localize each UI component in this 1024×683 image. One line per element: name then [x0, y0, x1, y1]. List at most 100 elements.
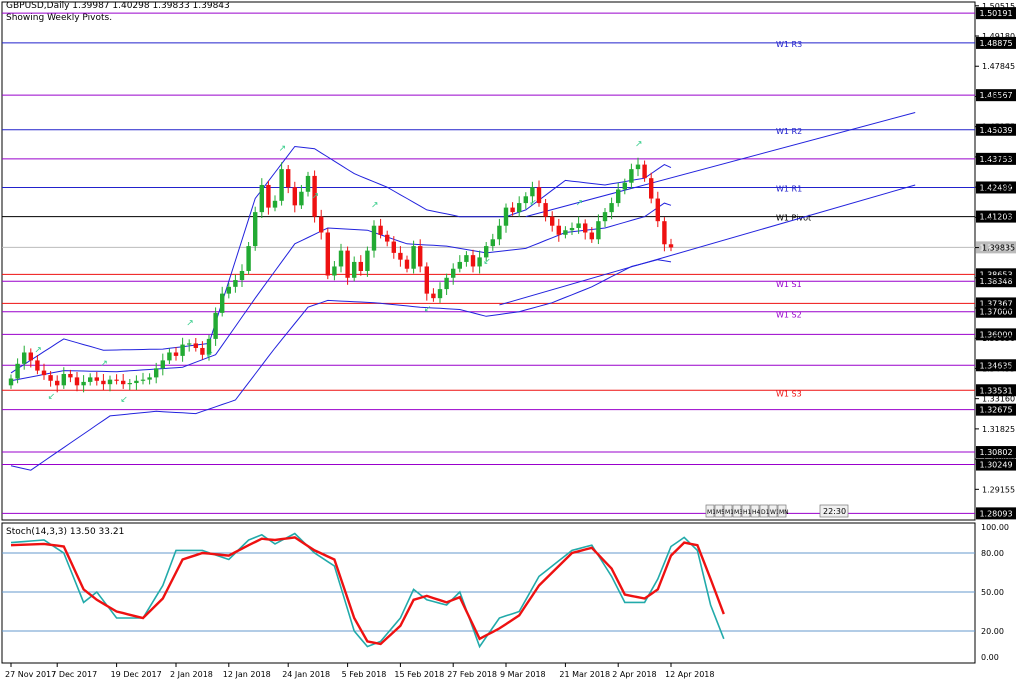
candle-body	[22, 352, 27, 364]
timeframe-button-label: M1	[707, 509, 716, 516]
candle-body	[147, 377, 152, 380]
candle-body	[583, 223, 588, 233]
candle-body	[121, 380, 126, 385]
timeframe-button	[759, 504, 769, 518]
price-label-text: 1.32675	[979, 406, 1012, 415]
candle-body	[543, 203, 548, 217]
price-tick-label: 1.31825	[982, 425, 1015, 434]
candle-body	[325, 232, 330, 276]
time-tick-label: 9 Mar 2018	[500, 670, 546, 679]
candle-body	[213, 312, 218, 339]
candle-body	[365, 250, 370, 271]
candle-body	[649, 178, 654, 199]
time-tick-label: 12 Apr 2018	[665, 670, 714, 679]
price-tick-label: 1.47845	[982, 62, 1015, 71]
fractal-arrow: ↗	[675, 0, 683, 3]
price-label-box	[976, 305, 1016, 318]
candle-body	[569, 227, 575, 231]
candle-body	[589, 232, 594, 240]
timeframe-button	[723, 504, 733, 518]
price-tick-label: 1.39835	[982, 244, 1015, 253]
fractal-arrow: ↗	[100, 359, 108, 369]
timeframe-button	[750, 504, 760, 518]
time-tick-label: 15 Feb 2018	[394, 670, 444, 679]
candle-body	[61, 373, 66, 386]
candle-body	[272, 200, 278, 208]
fractal-arrow: ↙	[529, 198, 537, 208]
price-label-text: 1.46567	[979, 91, 1012, 100]
price-tick-label: 1.37165	[982, 304, 1015, 313]
timeframe-button-label: W1	[770, 509, 780, 516]
price-tick-label: 1.34495	[982, 364, 1015, 373]
time-tick-label: 2 Apr 2018	[612, 670, 656, 679]
price-label-text: 1.34635	[979, 361, 1012, 370]
candle-body	[510, 207, 515, 213]
fractal-markers: ↗ ↙ ↗ ↙ ↗ ↙ ↗ ↗ ↗ ↙ ↙ ↙ ↗ ↗ ↗	[34, 0, 682, 405]
price-label-box	[976, 36, 1016, 49]
candle-body	[292, 187, 297, 206]
stoch-tick-label: 20.00	[981, 627, 1004, 636]
time-tick-label: 12 Jan 2018	[223, 670, 271, 679]
price-label-box	[976, 507, 1016, 520]
timeframe-button	[768, 504, 778, 518]
timeframe-button-label: H4	[752, 509, 761, 516]
candle-body	[81, 381, 86, 386]
stoch-tick-label: 80.00	[981, 549, 1004, 558]
candle-body	[68, 373, 73, 378]
fractal-arrow: ↗	[312, 192, 320, 202]
candle-body	[668, 244, 674, 248]
timeframe-button-label: M5	[716, 509, 725, 516]
timeframe-button	[732, 504, 742, 518]
candle-body	[470, 255, 476, 267]
candle-body	[563, 230, 568, 235]
candle-body	[127, 383, 132, 385]
candle-body	[180, 344, 185, 356]
candle-body	[451, 268, 456, 278]
stoch-tick-label: 100.00	[981, 523, 1009, 532]
candle-body	[444, 277, 449, 290]
candle-body	[358, 261, 363, 271]
candle-body	[431, 293, 436, 299]
candle-body	[503, 207, 509, 226]
stoch-main-line	[10, 532, 725, 649]
candle-body	[609, 203, 614, 213]
candle-body	[398, 252, 403, 260]
chart-border-main	[1, 1, 976, 521]
timeframe-button	[714, 504, 724, 518]
chart-header-subtitle: Showing Weekly Pivots.	[6, 13, 113, 23]
candle-body	[371, 225, 377, 251]
fractal-arrow: ↙	[206, 350, 214, 360]
pivot-level-name: W1 S3	[776, 389, 802, 398]
pivot-level-name: W1 Pivot	[776, 214, 811, 223]
stoch-tick-label: 0.00	[981, 653, 999, 662]
candle-body	[35, 360, 40, 371]
timeframe-button-label: M15	[725, 509, 738, 516]
stoch-signal-line	[10, 536, 725, 646]
candle-body	[200, 347, 205, 355]
bollinger-bands	[10, 145, 672, 471]
pivot-level-name: W1 S1	[776, 280, 802, 289]
candle-body	[134, 380, 139, 384]
price-tick-label: 1.49180	[982, 32, 1015, 41]
candle-body	[629, 169, 634, 183]
candle-body	[642, 164, 647, 179]
fractal-arrow: ↗	[279, 144, 287, 154]
fractal-arrow: ↗	[576, 198, 584, 208]
candle-body	[266, 184, 271, 208]
candle-body	[622, 182, 627, 190]
fractal-arrow: ↙	[483, 257, 491, 267]
candle-body	[464, 255, 469, 262]
price-label-text: 1.38348	[979, 277, 1012, 286]
candle-body	[167, 352, 172, 361]
candle-body	[154, 368, 159, 378]
price-label-text: 1.41203	[979, 213, 1012, 222]
candle-body	[15, 363, 20, 379]
time-tick-label: 21 Mar 2018	[559, 670, 610, 679]
time-tick-label: 24 Jan 2018	[282, 670, 330, 679]
stoch-tick-label: 50.00	[981, 588, 1004, 597]
candle-body	[576, 223, 581, 228]
candle-body	[457, 261, 462, 269]
candle-body	[88, 377, 93, 382]
